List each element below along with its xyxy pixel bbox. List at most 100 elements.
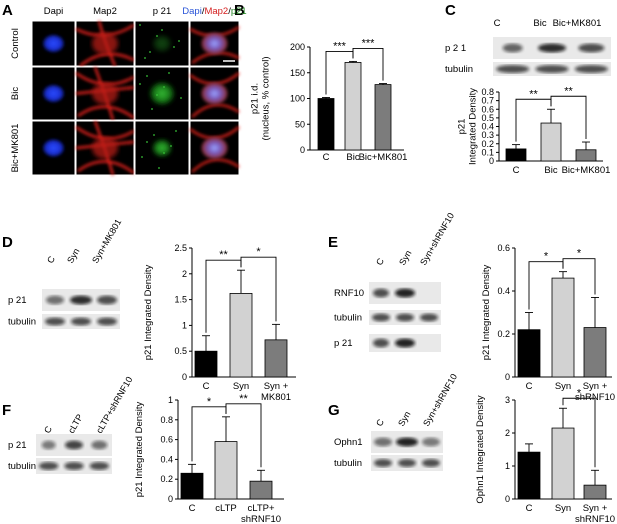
lane-label: Syn+shRNF10 xyxy=(421,372,459,428)
y-tick-label: 0.8 xyxy=(481,87,494,97)
p21-puncta xyxy=(178,40,180,42)
p21-puncta xyxy=(153,134,155,136)
p21-puncta xyxy=(146,141,148,143)
y-tick-label: 3 xyxy=(505,395,510,405)
p21-puncta xyxy=(170,145,172,147)
bar-cLTP xyxy=(214,441,238,500)
category-label: C xyxy=(526,381,533,392)
band-label: tubulin xyxy=(334,458,362,469)
p21-signal xyxy=(152,34,172,53)
y-tick-label: 0 xyxy=(505,494,510,504)
band-label: tubulin xyxy=(334,313,362,324)
y-tick-label: 150 xyxy=(290,68,305,78)
p21-puncta xyxy=(149,51,151,53)
column-header: p 21 xyxy=(153,6,172,17)
merge-soma xyxy=(201,137,228,159)
y-axis-label: p21 Integrated Density xyxy=(143,264,154,360)
merge-header-part: / xyxy=(228,6,231,17)
lane-label: cLTP+shRNF10 xyxy=(94,375,134,435)
band-label: p 21 xyxy=(8,295,27,306)
band-label: p 21 xyxy=(8,440,27,451)
significance-label: ** xyxy=(219,249,228,261)
lane-label: Bic+MK801 xyxy=(553,18,602,29)
band-label: tubulin xyxy=(445,64,473,75)
blot-band xyxy=(574,65,608,73)
category-label: Bic xyxy=(544,165,557,176)
band-label: RNF10 xyxy=(334,288,364,299)
panel-letter-a: A xyxy=(2,2,13,19)
bar-Bic+MK801 xyxy=(374,84,392,151)
merge-soma xyxy=(201,32,228,55)
category-label: Syn xyxy=(555,381,571,392)
lane-label: Syn xyxy=(65,247,81,265)
western-blot-c: C Bic Bic+MK801 p 2 1 tubulin xyxy=(445,18,611,76)
row-label: Bic xyxy=(10,87,21,100)
y-axis-label: p21 xyxy=(457,119,468,135)
chart-f: 0 0.2 0.4 0.6 0.8 1 p21 Integrated Density C cLT… xyxy=(134,393,284,524)
p21-signal xyxy=(152,139,172,157)
p21-puncta xyxy=(139,83,141,85)
bar-C xyxy=(194,350,218,378)
y-tick-label: 50 xyxy=(295,119,305,129)
nucleus-dapi xyxy=(42,34,65,53)
y-tick-label: 2 xyxy=(505,428,510,438)
blot-band xyxy=(70,295,92,305)
blot-band xyxy=(538,43,566,53)
lane-label: Syn+shRNF10 xyxy=(418,211,456,267)
y-tick-label: 0.5 xyxy=(174,346,187,356)
significance-label: * xyxy=(577,248,582,260)
p21-puncta xyxy=(158,167,160,169)
y-tick-label: 1 xyxy=(182,320,187,330)
column-header-merge: Dapi/Map2/p21 xyxy=(182,6,246,17)
y-tick-label: 0 xyxy=(182,372,187,382)
p21-puncta xyxy=(161,29,163,31)
category-label: cLTP+ xyxy=(247,503,274,514)
lane-label: C xyxy=(42,424,54,435)
category-label: shRNF10 xyxy=(241,514,281,524)
merge-header-part: p21 xyxy=(231,6,247,17)
blot-band xyxy=(91,440,108,450)
bar-C xyxy=(180,472,204,500)
chart-b: 0 50 100 150 200 p21 i.d. (nucleus, % control)… xyxy=(250,37,408,163)
y-tick-label: 2.5 xyxy=(174,243,187,253)
category-label: MK801 xyxy=(261,392,291,403)
y-axis-label: p21 Integrated Density xyxy=(134,401,145,497)
p21-puncta xyxy=(173,46,175,48)
micrograph-cell xyxy=(134,20,190,67)
significance-bracket xyxy=(225,403,262,468)
nucleus-dapi xyxy=(42,84,65,103)
y-tick-label: 0.2 xyxy=(497,329,510,339)
lane-label: C xyxy=(45,254,57,265)
p21-puncta xyxy=(144,57,146,59)
y-axis-label: p21 i.d. xyxy=(250,83,261,114)
significance-label: *** xyxy=(362,37,376,49)
significance-label: *** xyxy=(333,40,347,52)
panel-letter-c: C xyxy=(445,2,456,19)
category-label: C xyxy=(203,381,210,392)
soma-map2 xyxy=(92,82,118,105)
significance-bracket xyxy=(562,397,596,468)
p21-puncta xyxy=(146,75,148,77)
bar-Syn xyxy=(551,427,575,500)
blot-band xyxy=(373,338,389,348)
blot-band xyxy=(396,313,414,322)
y-tick-label: 0.3 xyxy=(481,130,494,140)
y-tick-label: 0.4 xyxy=(160,454,173,464)
bar-Bic+MK801 xyxy=(575,149,597,162)
p21-puncta xyxy=(163,86,165,88)
blot-band xyxy=(420,313,438,322)
lane-label: Bic xyxy=(533,18,546,29)
western-blot-g: C Syn Syn+shRNF10 Ophn1 tubulin xyxy=(334,372,459,471)
category-label: Syn + xyxy=(583,503,608,514)
p21-signal xyxy=(149,81,175,106)
blot-band xyxy=(46,295,64,305)
y-tick-label: 0.7 xyxy=(481,96,494,106)
p21-puncta xyxy=(175,130,177,132)
blot-band xyxy=(535,65,569,73)
bar-cLTP+ shRNF10 xyxy=(249,480,273,500)
panel-letter-f: F xyxy=(2,402,11,419)
soma-map2 xyxy=(92,32,118,55)
y-tick-label: 1 xyxy=(505,461,510,471)
micrograph-grid: Dapi Map2 p 21 Dapi/Map2/p21ControlBicBic+M… xyxy=(10,6,247,176)
